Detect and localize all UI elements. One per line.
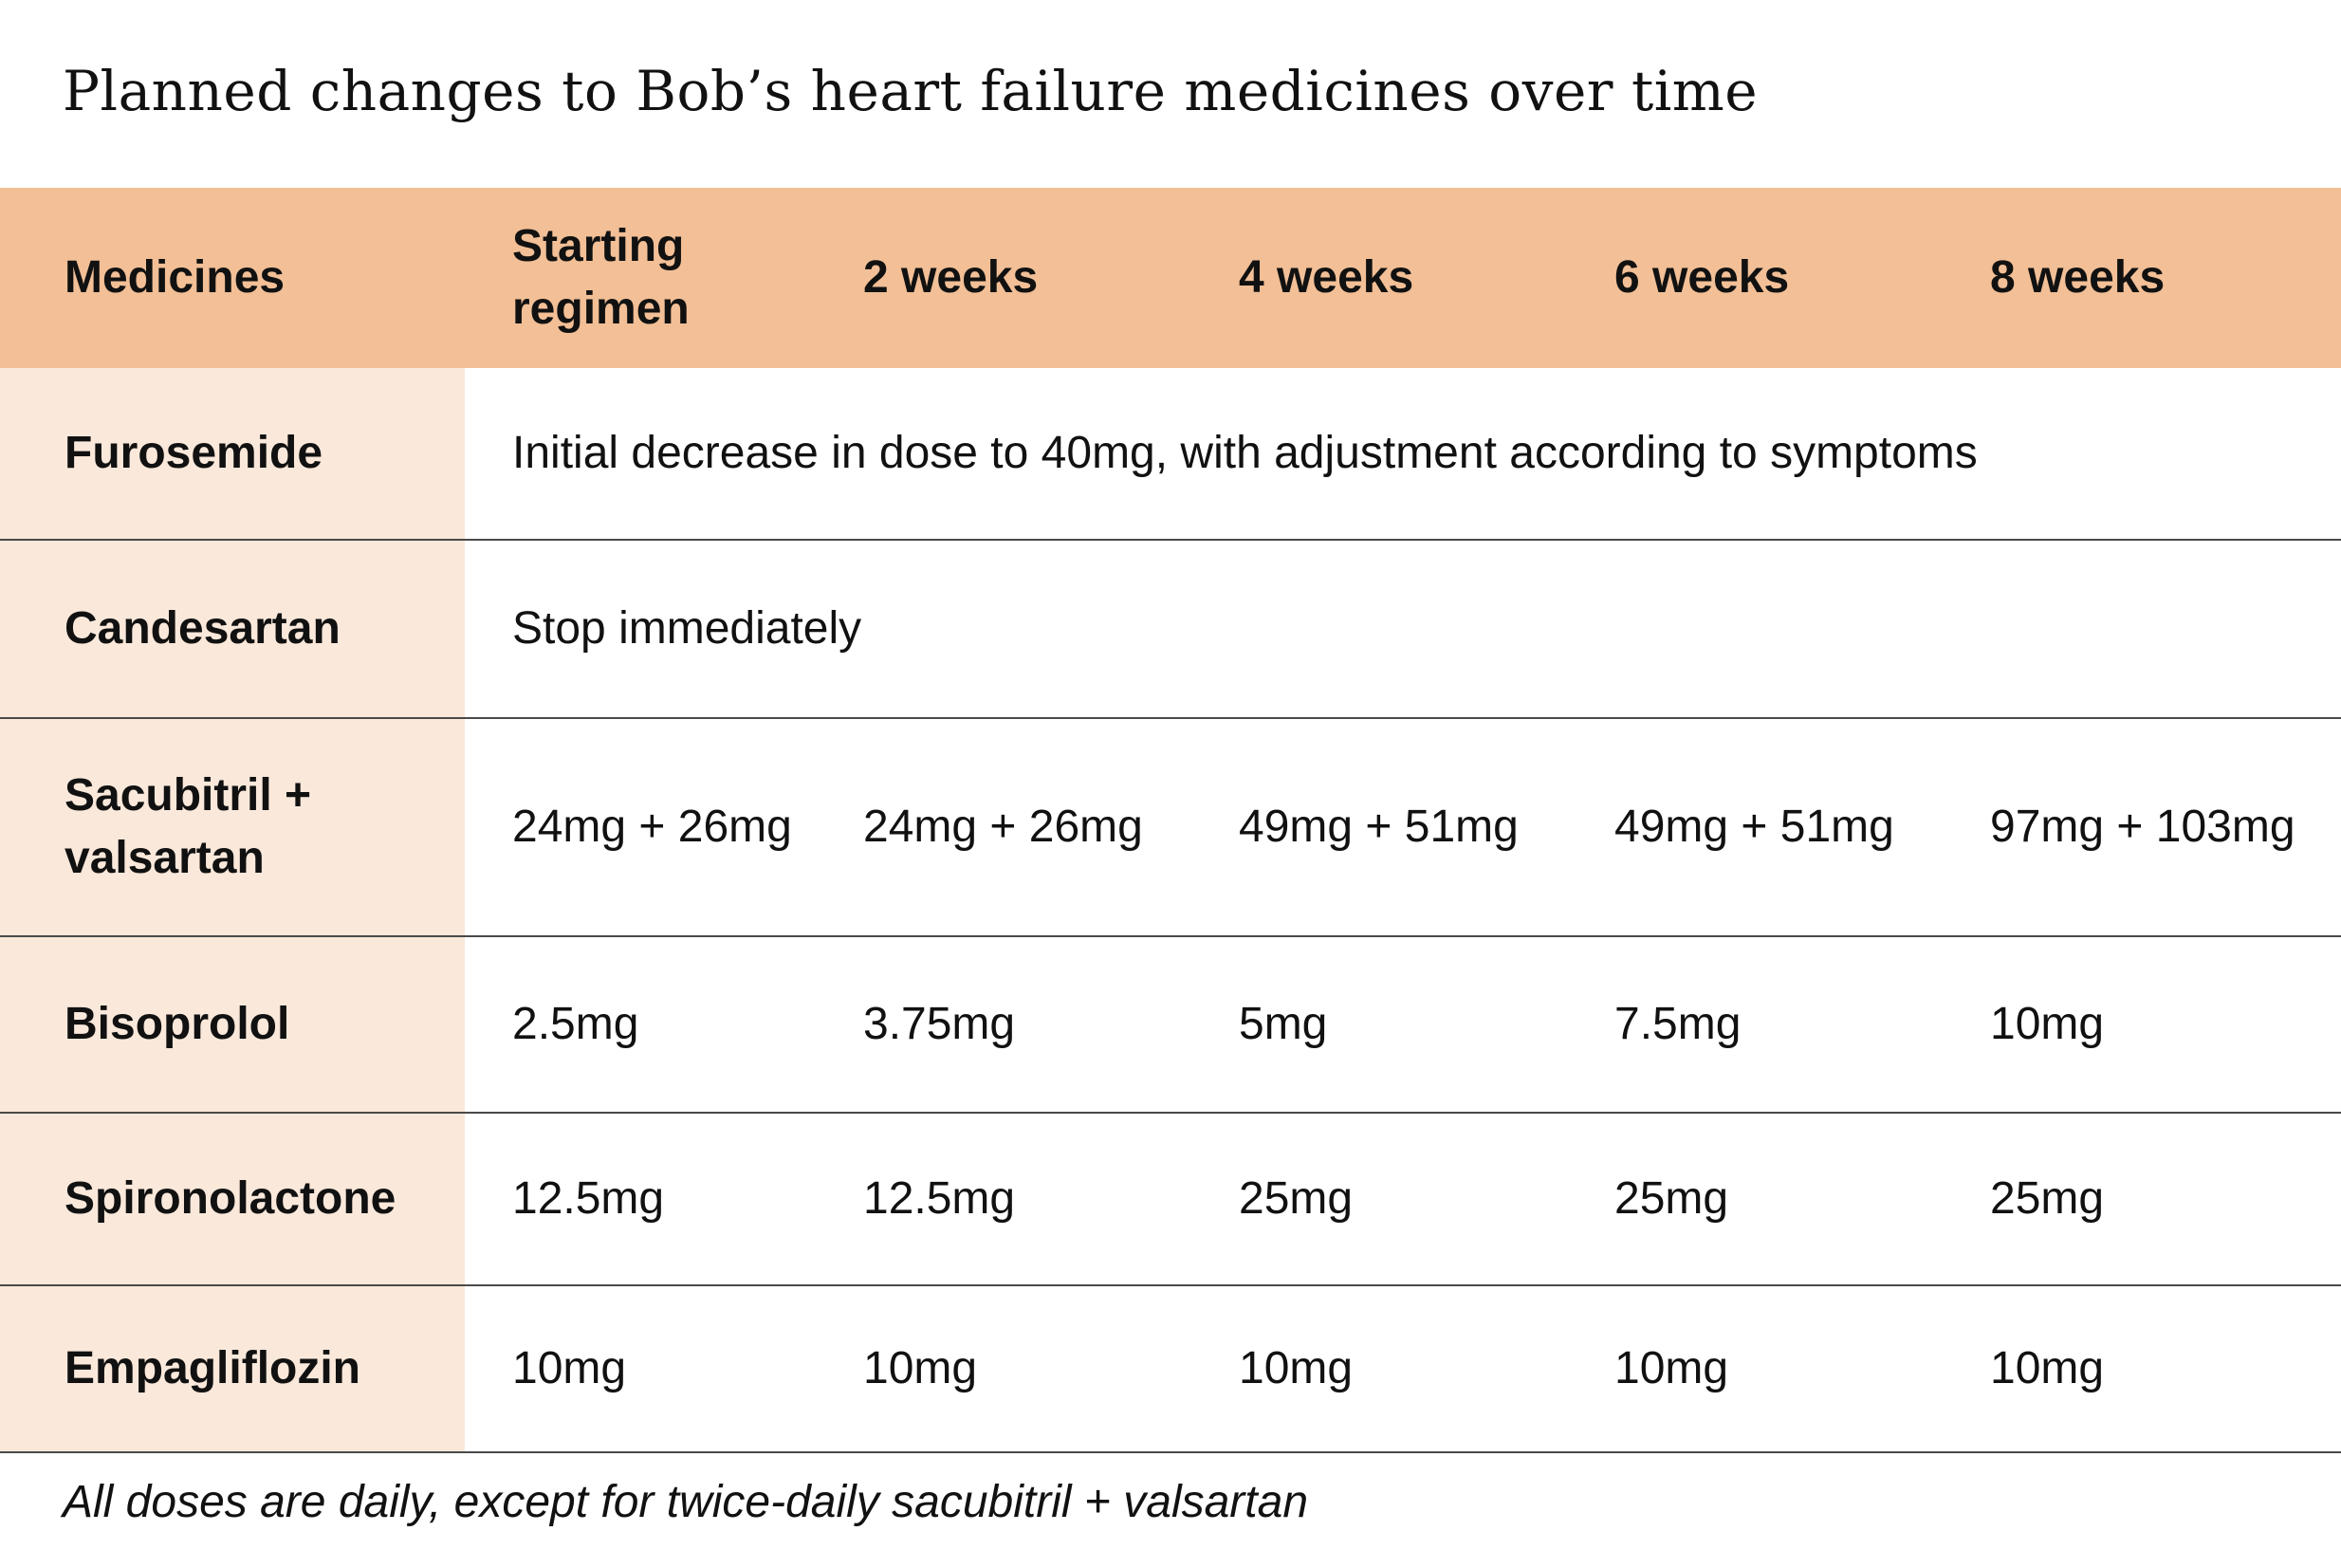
dose-6-weeks: 49mg + 51mg	[1614, 802, 1894, 852]
header-8-weeks: 8 weeks	[1990, 252, 2166, 303]
medicine-name: Sacubitril + valsartan	[0, 719, 465, 935]
dose-4-weeks: 49mg + 51mg	[1239, 802, 1519, 852]
dose-2-weeks: 3.75mg	[863, 999, 1016, 1049]
medicine-name: Furosemide	[0, 368, 465, 539]
dose-6-weeks: 25mg	[1614, 1173, 1729, 1224]
dose-2-weeks: 10mg	[863, 1343, 978, 1393]
medicine-note: Stop immediately	[512, 603, 862, 654]
dose-8-weeks: 10mg	[1990, 1343, 2105, 1393]
table-row-spironolactone: Spironolactone 12.5mg 12.5mg 25mg 25mg 2…	[0, 1114, 2341, 1286]
dose-starting: 12.5mg	[512, 1173, 665, 1224]
header-starting-regimen: Starting regimen	[512, 221, 690, 334]
footnote: All doses are daily, except for twice-da…	[63, 1477, 1309, 1527]
dose-4-weeks: 25mg	[1239, 1173, 1354, 1224]
dose-starting: 2.5mg	[512, 999, 639, 1049]
medicines-table: Medicines Starting regimen 2 weeks 4 wee…	[0, 188, 2341, 1453]
dose-4-weeks: 5mg	[1239, 999, 1328, 1049]
dose-starting: 10mg	[512, 1343, 627, 1393]
medicine-name: Candesartan	[0, 541, 465, 717]
dose-8-weeks: 25mg	[1990, 1173, 2105, 1224]
medicine-name: Spironolactone	[0, 1114, 465, 1284]
table-row-sacubitril-valsartan: Sacubitril + valsartan 24mg + 26mg 24mg …	[0, 719, 2341, 937]
header-medicines: Medicines	[65, 252, 286, 303]
medicine-name: Empagliflozin	[0, 1286, 465, 1451]
medicine-name: Bisoprolol	[0, 937, 465, 1112]
dose-6-weeks: 10mg	[1614, 1343, 1729, 1393]
dose-2-weeks: 12.5mg	[863, 1173, 1016, 1224]
table-row-empagliflozin: Empagliflozin 10mg 10mg 10mg 10mg 10mg	[0, 1286, 2341, 1453]
dose-2-weeks: 24mg + 26mg	[863, 802, 1143, 852]
header-4-weeks: 4 weeks	[1239, 252, 1414, 303]
dose-6-weeks: 7.5mg	[1614, 999, 1742, 1049]
table-row-candesartan: Candesartan Stop immediately	[0, 541, 2341, 719]
table-header-row: Medicines Starting regimen 2 weeks 4 wee…	[0, 188, 2341, 368]
table-row-furosemide: Furosemide Initial decrease in dose to 4…	[0, 368, 2341, 541]
page-title: Planned changes to Bob’s heart failure m…	[63, 59, 1759, 123]
dose-starting: 24mg + 26mg	[512, 802, 792, 852]
dose-8-weeks: 97mg + 103mg	[1990, 802, 2295, 852]
header-2-weeks: 2 weeks	[863, 252, 1039, 303]
header-6-weeks: 6 weeks	[1614, 252, 1790, 303]
dose-4-weeks: 10mg	[1239, 1343, 1354, 1393]
dose-8-weeks: 10mg	[1990, 999, 2105, 1049]
medicine-note: Initial decrease in dose to 40mg, with a…	[512, 428, 1978, 478]
table-row-bisoprolol: Bisoprolol 2.5mg 3.75mg 5mg 7.5mg 10mg	[0, 937, 2341, 1114]
